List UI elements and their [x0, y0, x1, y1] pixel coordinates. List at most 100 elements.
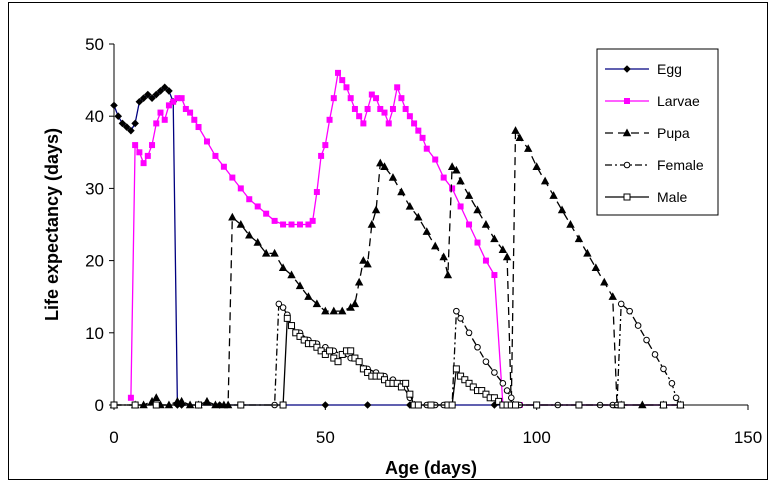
data-point-male — [397, 383, 405, 391]
data-point-larvae — [309, 217, 316, 224]
data-point-larvae — [195, 124, 202, 131]
data-point-pupa — [600, 277, 609, 286]
data-point-larvae — [170, 98, 177, 105]
data-point-male — [317, 347, 325, 355]
data-point-pupa — [312, 299, 322, 308]
data-point-female — [651, 351, 659, 358]
legend-marker-female — [623, 161, 631, 169]
data-point-larvae — [326, 116, 333, 123]
data-point-pupa — [490, 234, 499, 243]
data-point-larvae — [449, 185, 456, 192]
data-point-larvae — [271, 217, 278, 224]
data-point-pupa — [270, 248, 279, 257]
data-point-female — [275, 300, 283, 308]
data-point-male — [659, 401, 667, 409]
data-point-pupa — [566, 220, 575, 228]
data-point-larvae — [203, 138, 210, 145]
legend-marker-male — [623, 193, 631, 201]
data-point-larvae — [373, 95, 380, 102]
data-point-male — [283, 314, 291, 322]
data-point-male — [313, 343, 321, 351]
data-point-male — [575, 401, 583, 409]
data-point-pupa — [236, 220, 245, 228]
data-point-male — [376, 372, 384, 380]
data-point-larvae — [157, 109, 164, 116]
data-point-male — [131, 401, 139, 409]
data-point-pupa — [532, 162, 541, 170]
data-point-larvae — [394, 84, 401, 91]
data-point-pupa — [515, 133, 524, 142]
data-point-larvae — [347, 95, 354, 102]
y-tick-label: 50 — [85, 35, 104, 54]
data-point-egg — [110, 101, 118, 110]
y-tick-label: 20 — [85, 252, 104, 271]
data-point-pupa — [295, 281, 305, 290]
data-point-larvae — [288, 221, 295, 228]
legend-label-male: Male — [657, 189, 688, 205]
legend-box — [596, 48, 719, 216]
data-point-larvae — [440, 174, 447, 181]
data-point-larvae — [351, 105, 358, 112]
data-point-egg — [118, 119, 127, 128]
data-point-larvae — [212, 152, 219, 159]
data-point-larvae — [229, 174, 236, 181]
data-point-larvae — [182, 105, 189, 112]
data-point-pupa — [371, 205, 381, 214]
data-point-larvae — [144, 152, 151, 159]
data-point-larvae — [313, 189, 320, 196]
data-point-larvae — [305, 221, 312, 228]
data-point-larvae — [165, 102, 172, 109]
data-point-male — [490, 394, 498, 402]
data-point-egg — [114, 112, 123, 120]
series-line-female — [114, 302, 681, 406]
data-point-pupa — [422, 227, 431, 235]
data-point-male — [355, 358, 363, 366]
data-point-larvae — [406, 113, 413, 120]
data-point-male — [326, 347, 334, 355]
data-point-pupa — [363, 259, 372, 268]
data-point-pupa — [287, 270, 296, 279]
data-point-male — [381, 376, 389, 384]
data-point-male — [296, 332, 304, 340]
data-point-pupa — [304, 292, 313, 300]
data-point-male — [309, 340, 317, 348]
data-point-male — [414, 401, 422, 409]
data-point-male — [279, 401, 287, 409]
data-point-larvae — [482, 257, 489, 264]
data-point-egg — [148, 94, 156, 102]
data-point-pupa — [452, 165, 461, 174]
data-point-larvae — [149, 142, 156, 149]
data-point-larvae — [474, 239, 481, 246]
data-point-larvae — [432, 156, 439, 163]
data-point-male — [292, 329, 300, 337]
series-line-egg — [113, 86, 681, 406]
series-female — [110, 300, 684, 409]
x-axis-title: Age (days) — [385, 458, 477, 478]
data-point-female — [503, 387, 511, 394]
data-point-pupa — [439, 252, 448, 261]
data-point-female — [617, 300, 625, 308]
data-point-pupa — [511, 126, 520, 134]
data-point-larvae — [339, 77, 346, 84]
data-point-male — [452, 365, 460, 373]
data-point-female — [279, 304, 287, 311]
data-point-female — [453, 307, 460, 315]
x-tick-label: 50 — [316, 428, 335, 447]
data-point-larvae — [136, 149, 143, 156]
data-point-larvae — [174, 95, 181, 102]
series-male — [110, 314, 684, 409]
legend-label-egg: Egg — [657, 61, 682, 77]
data-point-larvae — [356, 113, 363, 120]
data-point-pupa — [557, 205, 567, 214]
data-point-larvae — [263, 210, 270, 217]
data-point-male — [469, 383, 477, 391]
data-point-larvae — [335, 69, 342, 76]
data-point-larvae — [415, 127, 422, 134]
data-point-larvae — [237, 185, 244, 192]
data-point-pupa — [278, 263, 288, 272]
data-point-male — [300, 336, 308, 344]
data-point-larvae — [381, 109, 388, 116]
y-axis-title: Life expectancy (days) — [42, 128, 62, 321]
series-layer — [109, 69, 685, 409]
data-point-larvae — [153, 120, 160, 127]
